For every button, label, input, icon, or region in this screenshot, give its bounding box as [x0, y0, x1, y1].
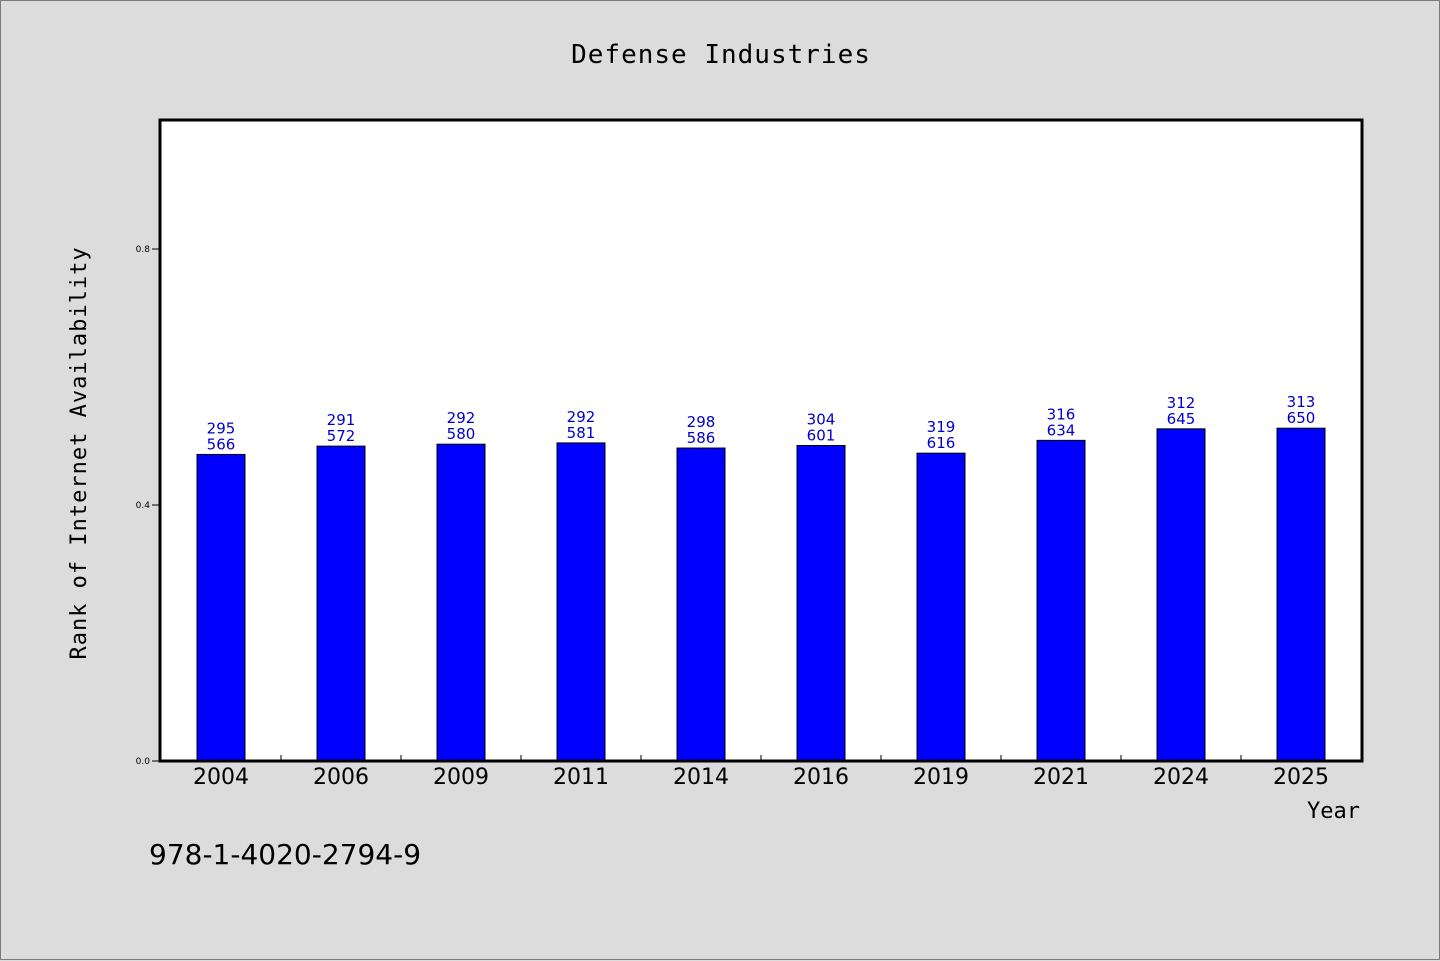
x-tick-label-2006: 2006 — [313, 765, 369, 790]
x-tick-label-2004: 2004 — [193, 765, 249, 790]
y-tick-label-2: 0.8 — [136, 245, 151, 255]
data-label-bottom-2025: 650 — [1287, 409, 1316, 427]
bar-2025 — [1276, 427, 1326, 762]
data-label-top-2006: 291 — [327, 411, 356, 429]
data-label-bottom-2024: 645 — [1167, 410, 1196, 428]
x-tick-label-2024: 2024 — [1153, 765, 1209, 790]
plot-border — [158, 118, 1364, 763]
data-label-top-2011: 292 — [567, 408, 596, 426]
data-label-bottom-2011: 581 — [567, 424, 596, 442]
x-tick-label-2016: 2016 — [793, 765, 849, 790]
x-tick-label-2025: 2025 — [1273, 765, 1329, 790]
footnote-isbn: 978-1-4020-2794-9 — [149, 838, 421, 871]
data-label-bottom-2021: 634 — [1047, 421, 1076, 439]
bar-2009 — [436, 443, 486, 762]
data-label-bottom-2019: 616 — [927, 434, 956, 452]
x-tick-label-2011: 2011 — [553, 765, 609, 790]
bar-2011 — [556, 442, 606, 762]
x-tick-label-2009: 2009 — [433, 765, 489, 790]
bar-2006 — [316, 445, 366, 762]
bar-2021 — [1036, 439, 1086, 762]
data-label-top-2024: 312 — [1167, 394, 1196, 412]
bar-2004 — [196, 453, 246, 762]
bar-2019 — [916, 452, 966, 762]
y-ticks-layer: 0.0 0.4 0.8 — [136, 245, 161, 767]
y-tick-label-0: 0.0 — [136, 757, 151, 767]
bars-layer — [196, 427, 1326, 762]
x-tick-label-2014: 2014 — [673, 765, 729, 790]
data-label-bottom-2014: 586 — [687, 429, 716, 447]
x-axis-label: Year — [1307, 799, 1360, 824]
chart-title: Defense Industries — [571, 40, 871, 70]
data-label-top-2021: 316 — [1047, 405, 1076, 423]
x-tick-label-2021: 2021 — [1033, 765, 1089, 790]
data-label-bottom-2009: 580 — [447, 425, 476, 443]
data-label-bottom-2004: 566 — [207, 435, 236, 453]
x-tick-label-2019: 2019 — [913, 765, 969, 790]
data-label-top-2025: 313 — [1287, 393, 1316, 411]
bar-2014 — [676, 447, 726, 762]
data-label-top-2014: 298 — [687, 413, 716, 431]
bar-2016 — [796, 444, 846, 762]
y-tick-label-1: 0.4 — [136, 501, 151, 511]
data-label-bottom-2006: 572 — [327, 427, 356, 445]
bar-2024 — [1156, 428, 1206, 762]
data-label-top-2016: 304 — [807, 410, 836, 428]
data-label-bottom-2016: 601 — [807, 426, 836, 444]
y-axis-label: Rank of Internet Availability — [67, 246, 92, 659]
data-label-top-2019: 319 — [927, 418, 956, 436]
data-label-top-2009: 292 — [447, 409, 476, 427]
data-label-top-2004: 295 — [207, 419, 236, 437]
x-ticks-layer: 2004 2006 2009 2011 2014 2016 2019 2021 2024 2025 — [193, 755, 1329, 790]
